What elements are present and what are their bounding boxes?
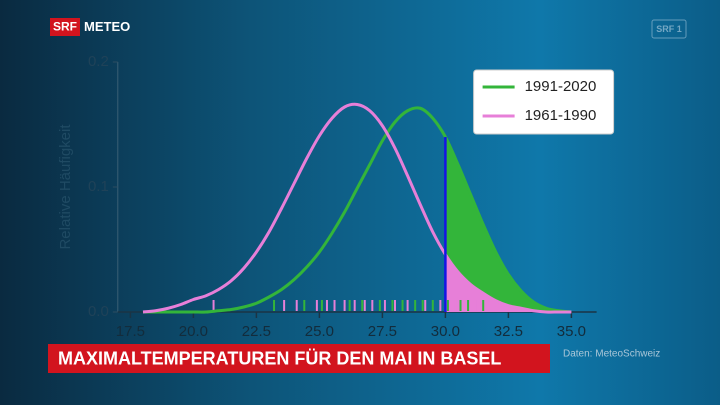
- channel-box: [651, 19, 687, 39]
- y-tick-label: 0.1: [88, 178, 109, 195]
- plot: 0.0 0.1 0.2 Relative Häufigkeit 17.5 20.0 22.5…: [57, 53, 615, 340]
- channel: SRF 1: [656, 24, 682, 34]
- logo: SRF: [53, 20, 77, 34]
- logo-box: [50, 18, 80, 36]
- legend-label: 1991-2020: [525, 78, 597, 95]
- y-axis-label: Relative Häufigkeit: [57, 124, 74, 250]
- series-line: [142, 106, 572, 314]
- series-line: [142, 102, 572, 314]
- x-tick-label: 22.5: [242, 323, 271, 340]
- x-tick-label: 30.0: [431, 323, 460, 340]
- x-tick-label: 20.0: [179, 323, 208, 340]
- caption: MAXIMALTEMPERATUREN FÜR DEN MAI IN BASEL: [58, 348, 501, 368]
- y-tick-label: 0.0: [88, 303, 109, 320]
- caption-bar: [48, 344, 550, 373]
- x-tick-label: 35.0: [557, 323, 586, 340]
- x-tick-label: 32.5: [494, 323, 523, 340]
- y-tick-label: 0.2: [88, 53, 109, 70]
- legend-label: 1961-1990: [525, 107, 597, 124]
- brand: METEO: [84, 19, 130, 34]
- x-tick-label: 17.5: [116, 323, 145, 340]
- source: Daten: MeteoSchweiz: [563, 349, 660, 360]
- tail-area: [445, 137, 572, 313]
- x-tick-label: 27.5: [368, 323, 397, 340]
- tail-area: [445, 254, 572, 313]
- x-tick-label: 25.0: [305, 323, 334, 340]
